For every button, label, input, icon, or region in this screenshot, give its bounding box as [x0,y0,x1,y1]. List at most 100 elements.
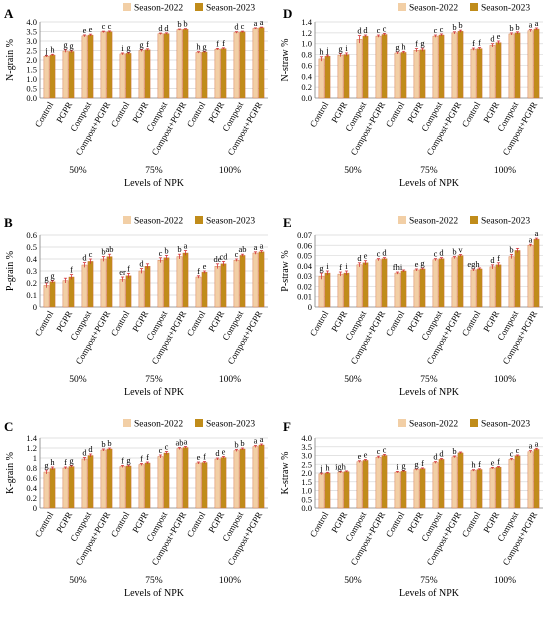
y-tick-label: 1.0 [301,39,312,49]
significance-letter: a [260,17,264,27]
significance-letter: f [121,456,124,466]
x-tick-label: PGPR [405,510,425,534]
significance-letter: d [363,25,368,35]
significance-letter: cd [219,251,228,261]
y-tick-label: 0.04 [297,261,313,271]
bar-season-2023 [182,29,189,99]
legend-label-2023: Season-2023 [206,4,255,14]
bar-season-2022 [195,276,202,308]
significance-letter: b [107,438,111,448]
bar-season-2022 [119,279,126,308]
significance-letter: f [497,457,500,467]
bar-season-2022 [318,275,325,308]
bar-season-2022 [81,264,88,308]
bar-season-2022 [176,448,183,509]
y-tick-label: 2.0 [301,468,312,478]
x-tick-label: PGPR [329,510,349,534]
bar-season-2022 [157,260,164,308]
x-axis-title: Levels of NPK [124,387,185,398]
bar-season-2023 [258,444,265,509]
x-tick-label: PGPR [54,309,74,333]
bar-season-2023 [400,52,407,99]
bar-season-2022 [451,456,458,509]
y-tick-label: 0.5 [26,242,37,252]
significance-letter: j [325,45,328,55]
significance-letter: b [452,247,456,257]
bar-season-2023 [457,31,464,99]
bar-season-2022 [375,35,382,99]
bar-season-2023 [514,250,521,308]
y-axis-title: K-straw % [280,451,291,494]
bar-season-2023 [400,270,407,308]
bar-season-2023 [144,49,151,99]
significance-letter: d [382,248,387,258]
bar-season-2022 [252,28,259,99]
panel-label: F [283,419,291,434]
bar-season-2022 [176,256,183,308]
bar-season-2023 [438,459,445,509]
significance-letter: j [319,463,322,473]
x-tick-label: Control [308,510,331,539]
bar-season-2022 [233,450,240,509]
significance-letter: b [458,20,462,30]
x-tick-label: PGPR [130,309,150,333]
legend-label-2023: Season-2023 [206,420,255,430]
y-tick-label: 0.06 [297,240,312,250]
y-tick-label: 0 [308,302,312,312]
significance-letter: f [70,265,73,275]
x-axis-title: Levels of NPK [124,178,185,189]
significance-letter: c [377,25,381,35]
y-tick-label: 0.03 [297,271,312,281]
significance-letter: d [82,448,87,458]
significance-letter: g [319,263,324,273]
legend-label-2022: Season-2022 [409,420,458,430]
y-tick-label: 1 [33,453,37,463]
bar-season-2023 [49,468,56,509]
significance-letter: f [421,458,424,468]
bar-season-2022 [119,466,126,509]
significance-letter: f [127,263,130,273]
bar-season-2023 [324,56,331,99]
bar-season-2022 [337,54,344,99]
significance-letter: a [535,438,539,448]
significance-letter: j [44,45,47,55]
bar-season-2023 [258,27,265,99]
x-tick-label: PGPR [206,100,226,124]
significance-letter: g [69,40,74,50]
bar-season-2023 [87,455,94,509]
bar-season-2023 [514,32,521,99]
y-tick-label: 0.2 [301,82,312,92]
legend-swatch-2023 [195,3,203,11]
significance-letter: e [364,251,368,261]
significance-letter: g [63,40,68,50]
legend-swatch-2022 [123,3,131,11]
significance-letter: ab [238,244,246,254]
significance-letter: g [139,40,144,50]
legend-swatch-2023 [470,216,478,224]
panel-label: C [4,419,13,434]
significance-letter: h [319,47,324,57]
bar-season-2022 [337,471,344,509]
y-tick-label: 0.3 [26,266,37,276]
significance-letter: d [215,448,220,458]
significance-letter: d [88,444,93,454]
bar-season-2022 [100,258,107,308]
significance-letter: c [102,21,106,31]
legend-swatch-2022 [398,216,406,224]
y-tick-label: 1.5 [26,65,37,75]
y-tick-label: 1.0 [26,74,37,84]
significance-letter: fhi [393,262,403,272]
bar-season-2022 [432,35,439,99]
significance-letter: f [146,452,149,462]
y-tick-label: 4.0 [301,433,312,443]
significance-letter: c [434,249,438,259]
significance-letter: g [69,456,74,466]
legend-label-2023: Season-2023 [481,217,530,227]
significance-letter: f [478,459,481,469]
y-tick-label: 0.2 [26,278,37,288]
significance-letter: g [50,271,55,281]
bar-season-2022 [157,33,164,99]
y-tick-label: 0.05 [297,251,312,261]
significance-letter: h [50,457,55,467]
bar-season-2022 [81,35,88,99]
